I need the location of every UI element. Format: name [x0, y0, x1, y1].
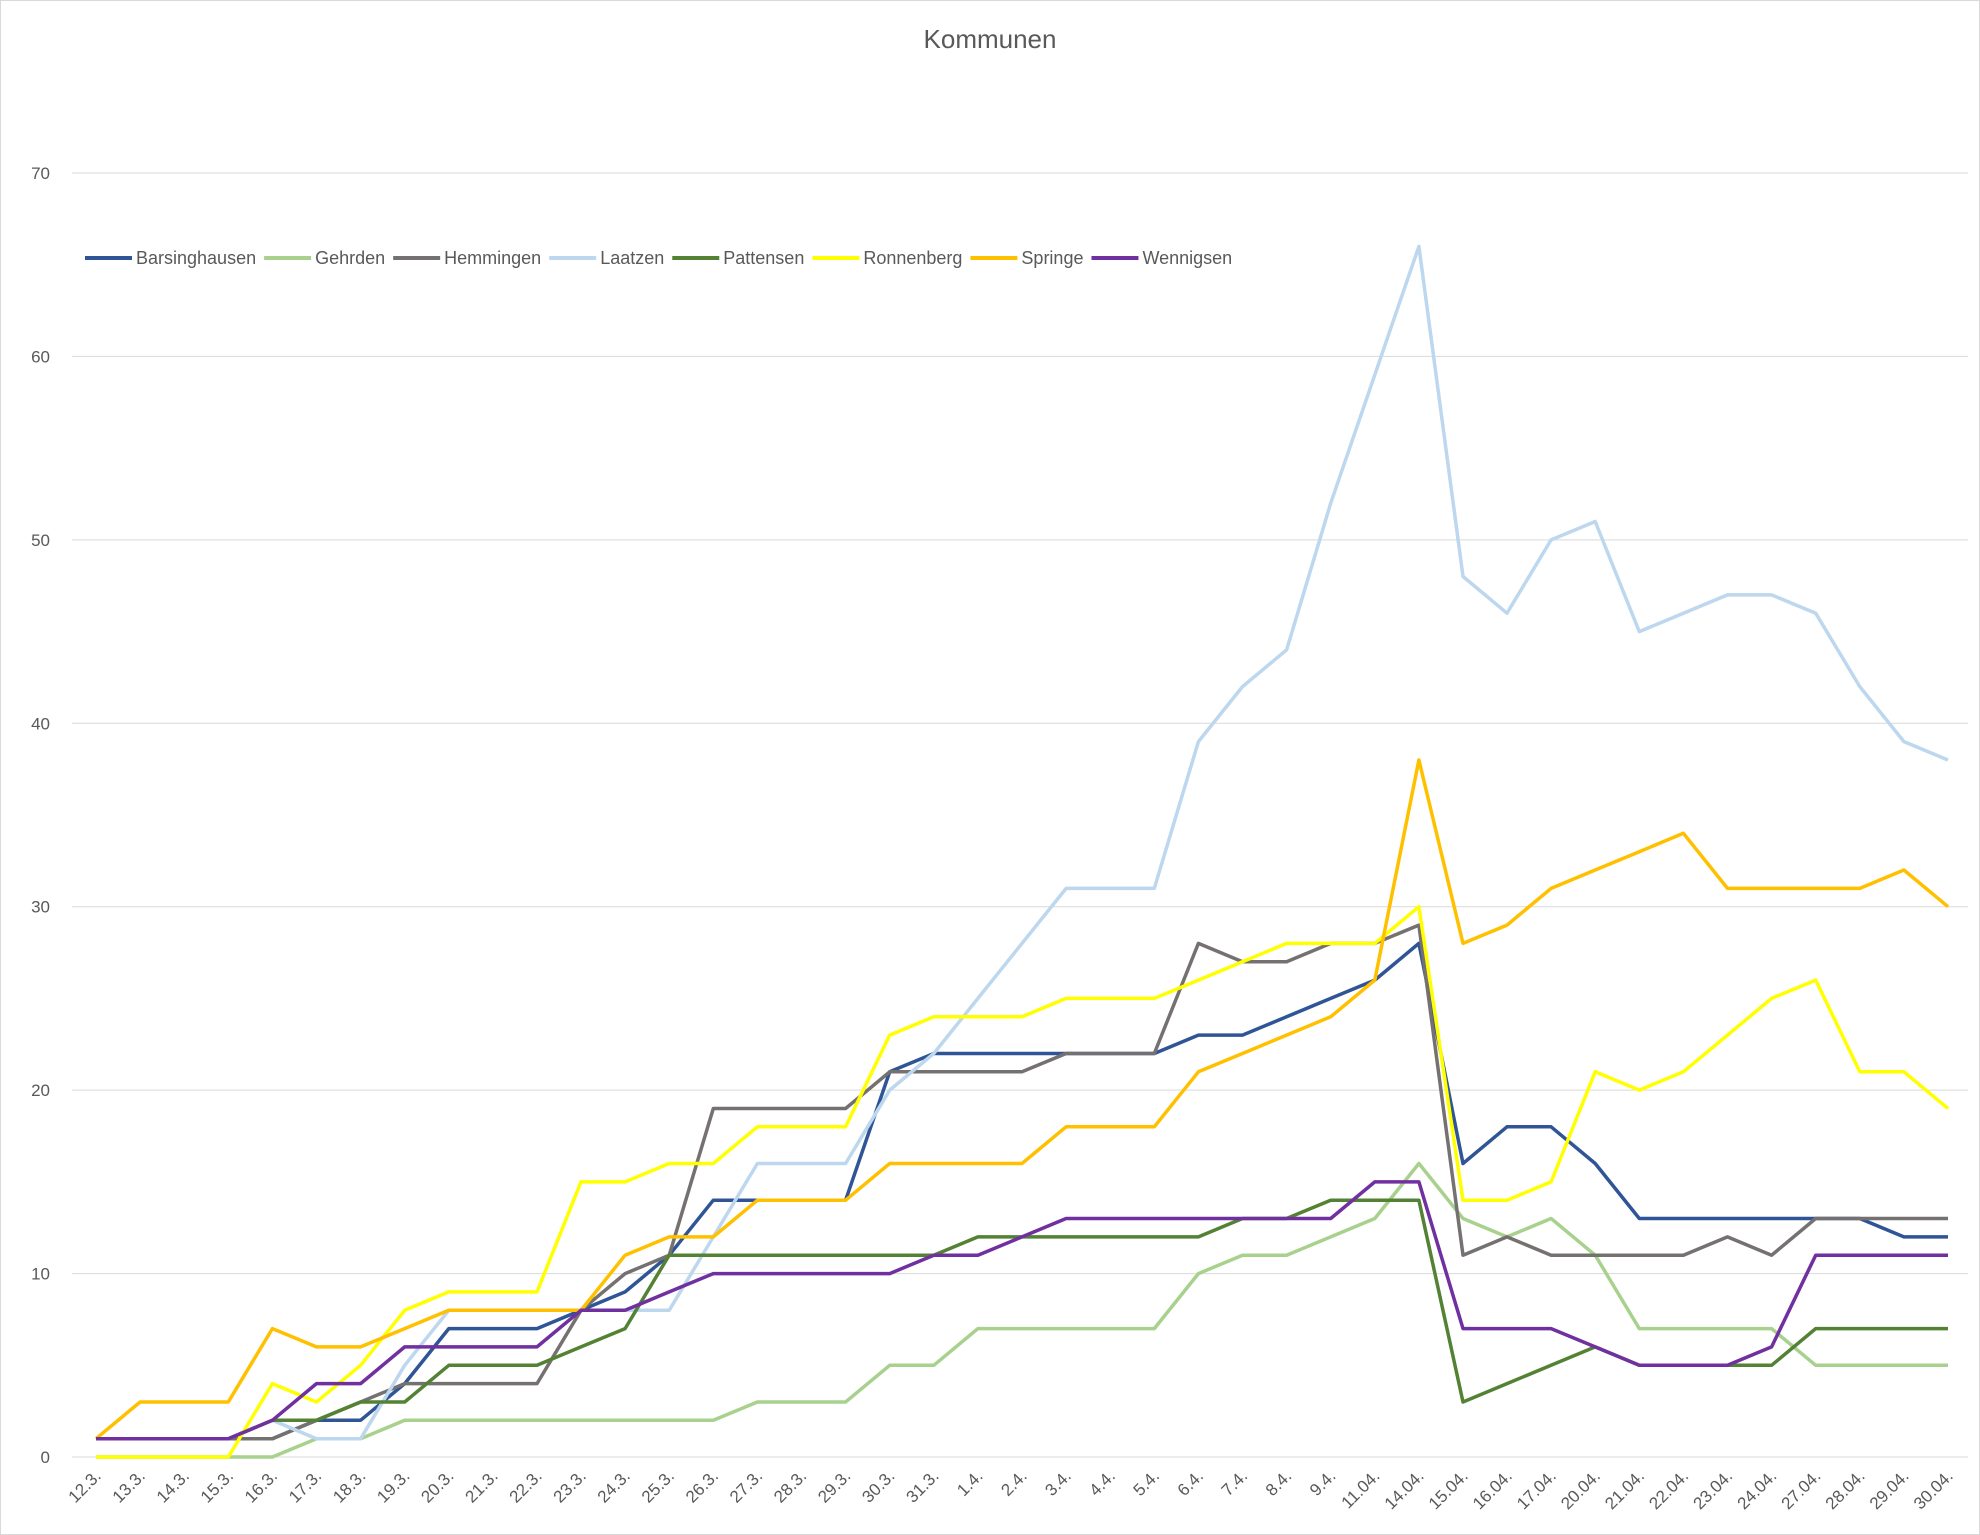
legend: Barsinghausen Gehrden Hemmingen Laatzen Patt…	[85, 248, 1232, 268]
x-tick-label: 27.04.	[1778, 1466, 1825, 1513]
x-tick-label: 24.3.	[594, 1466, 634, 1506]
x-tick-label: 19.3.	[373, 1466, 413, 1506]
y-tick-label: 10	[31, 1265, 50, 1284]
x-tick-label: 16.04.	[1469, 1466, 1516, 1513]
x-tick-label: 17.04.	[1513, 1466, 1560, 1513]
y-tick-label: 70	[31, 164, 50, 183]
x-tick-label: 5.4.	[1130, 1466, 1163, 1499]
x-tick-label: 1.4.	[953, 1466, 986, 1499]
x-tick-label: 9.4.	[1306, 1466, 1339, 1499]
legend-label: Pattensen	[723, 248, 804, 268]
x-tick-label: 4.4.	[1086, 1466, 1119, 1499]
x-tick-label: 25.3.	[638, 1466, 678, 1506]
legend-label: Springe	[1021, 248, 1083, 268]
legend-item-hemmingen: Hemmingen	[393, 248, 541, 268]
x-tick-label: 18.3.	[329, 1466, 369, 1506]
legend-label: Hemmingen	[444, 248, 541, 268]
x-tick-label: 3.4.	[1041, 1466, 1074, 1499]
legend-item-gehrden: Gehrden	[264, 248, 385, 268]
x-tick-label: 29.3.	[814, 1466, 854, 1506]
x-tick-label: 21.04.	[1601, 1466, 1648, 1513]
legend-label: Laatzen	[600, 248, 664, 268]
x-tick-label: 24.04.	[1734, 1466, 1781, 1513]
x-tick-label: 30.3.	[858, 1466, 898, 1506]
y-tick-label: 20	[31, 1081, 50, 1100]
legend-item-wennigsen: Wennigsen	[1091, 248, 1232, 268]
x-tick-label: 29.04.	[1866, 1466, 1913, 1513]
legend-item-pattensen: Pattensen	[672, 248, 804, 268]
x-tick-label: 12.3.	[65, 1466, 105, 1506]
x-tick-label: 23.3.	[550, 1466, 590, 1506]
series-line-ronnenberg	[96, 904, 1950, 1459]
legend-label: Wennigsen	[1142, 248, 1232, 268]
x-tick-label: 6.4.	[1174, 1466, 1207, 1499]
x-axis-tick-labels: 12.3. 13.3. 14.3. 15.3. 16.3. 17.3. 18.3. 19.3.…	[65, 1466, 1957, 1513]
chart-title: Kommunen	[924, 24, 1057, 54]
x-tick-label: 15.3.	[197, 1466, 237, 1506]
x-tick-label: 2.4.	[997, 1466, 1030, 1499]
x-tick-label: 20.3.	[417, 1466, 457, 1506]
x-tick-label: 13.3.	[109, 1466, 149, 1506]
x-tick-label: 16.3.	[241, 1466, 281, 1506]
x-tick-label: 20.04.	[1557, 1466, 1604, 1513]
x-tick-label: 21.3.	[462, 1466, 502, 1506]
x-tick-label: 26.3.	[682, 1466, 722, 1506]
legend-label: Gehrden	[315, 248, 385, 268]
y-axis-tick-labels: 0 10 20 30 40 50 60 70	[31, 164, 50, 1467]
series-line-hemmingen	[96, 923, 1948, 1441]
y-tick-label: 0	[41, 1448, 50, 1467]
series-lines	[94, 244, 1950, 1459]
x-tick-label: 22.3.	[506, 1466, 546, 1506]
x-tick-label: 27.3.	[726, 1466, 766, 1506]
legend-item-ronnenberg: Ronnenberg	[812, 248, 962, 268]
series-line-gehrden	[96, 1161, 1948, 1459]
gridlines	[72, 172, 1968, 1458]
series-line-laatzen	[96, 244, 1949, 1441]
y-tick-label: 40	[31, 714, 50, 733]
x-tick-label: 31.3.	[902, 1466, 942, 1506]
legend-item-laatzen: Laatzen	[549, 248, 664, 268]
x-tick-label: 14.04.	[1381, 1466, 1428, 1513]
series-line-wennigsen	[96, 1180, 1948, 1441]
x-tick-label: 30.04.	[1910, 1466, 1957, 1513]
x-tick-label: 15.04.	[1425, 1466, 1472, 1513]
legend-label: Ronnenberg	[863, 248, 962, 268]
x-tick-label: 8.4.	[1262, 1466, 1295, 1499]
x-tick-label: 22.04.	[1645, 1466, 1692, 1513]
x-tick-label: 17.3.	[285, 1466, 325, 1506]
legend-item-springe: Springe	[970, 248, 1083, 268]
legend-item-barsinghausen: Barsinghausen	[85, 248, 256, 268]
x-tick-label: 14.3.	[153, 1466, 193, 1506]
y-tick-label: 60	[31, 347, 50, 366]
x-tick-label: 11.04.	[1338, 1466, 1384, 1512]
x-tick-label: 7.4.	[1218, 1466, 1251, 1499]
x-tick-label: 28.3.	[770, 1466, 810, 1506]
series-line-springe	[94, 758, 1950, 1441]
y-tick-label: 50	[31, 531, 50, 550]
legend-label: Barsinghausen	[136, 248, 256, 268]
y-tick-label: 30	[31, 898, 50, 917]
x-tick-label: 28.04.	[1822, 1466, 1869, 1513]
x-tick-label: 23.04.	[1689, 1466, 1736, 1513]
